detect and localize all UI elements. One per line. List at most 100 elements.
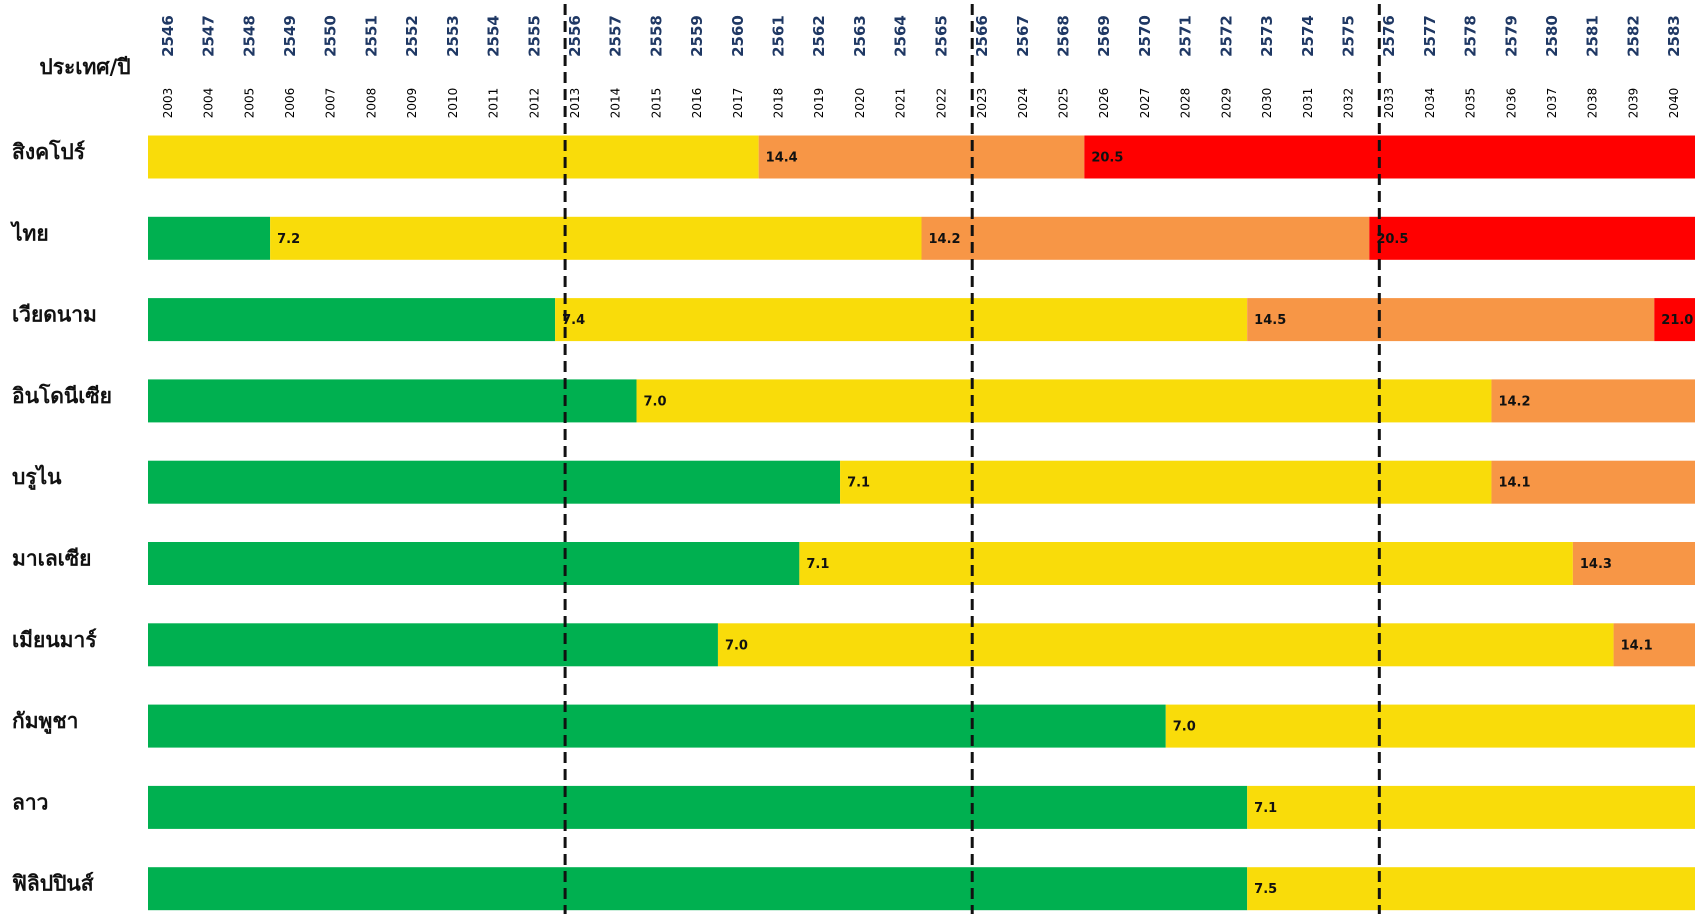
year-ce-label: 2018: [772, 88, 786, 119]
stage-segment: [1491, 379, 1695, 423]
country-label: มาเลเซีย: [12, 547, 91, 571]
year-be-label: 2568: [1054, 15, 1072, 57]
year-be-label: 2548: [240, 15, 258, 57]
country-label: ฟิลิปปินส์: [11, 872, 93, 896]
country-label: กัมพูชา: [12, 709, 78, 735]
year-be-label: 2549: [281, 15, 299, 57]
stage-value-label: 7.1: [1254, 801, 1277, 816]
year-be-label: 2571: [1177, 15, 1195, 57]
stage-segment: [1654, 298, 1695, 342]
stage-segment: [1247, 298, 1655, 342]
stage-segment: [1491, 460, 1695, 504]
year-ce-label: 2027: [1138, 88, 1152, 119]
stage-segment: [148, 704, 1166, 748]
stage-value-label: 7.1: [806, 557, 829, 572]
year-ce-label: 2040: [1667, 88, 1681, 119]
stage-segment: [148, 542, 800, 585]
year-be-label: 2566: [973, 15, 991, 57]
year-ce-label: 2028: [1179, 88, 1193, 119]
stage-segment: [717, 623, 1614, 667]
year-ce-label: 2019: [812, 88, 826, 119]
year-ce-label: 2034: [1423, 88, 1437, 119]
stage-segment: [148, 379, 637, 423]
stage-segment: [555, 298, 1248, 342]
stage-segment: [148, 298, 556, 342]
year-be-label: 2567: [1014, 15, 1032, 57]
stage-segment: [1613, 623, 1695, 667]
stage-segment: [921, 216, 1370, 260]
year-be-label: 2578: [1462, 15, 1480, 57]
country-label: บรูไน: [12, 464, 62, 491]
year-be-label: 2574: [1299, 15, 1317, 57]
year-ce-label: 2011: [487, 88, 501, 119]
year-ce-label: 2010: [446, 88, 460, 119]
year-be-label: 2547: [200, 15, 218, 57]
year-ce-label: 2021: [894, 88, 908, 119]
year-ce-label: 2008: [364, 88, 378, 119]
year-ce-label: 2024: [1016, 88, 1030, 119]
year-ce-label: 2009: [405, 88, 419, 119]
year-be-label: 2560: [729, 15, 747, 57]
year-be-label: 2582: [1624, 15, 1642, 57]
stage-value-label: 7.2: [277, 232, 300, 247]
year-be-label: 2551: [362, 15, 380, 57]
stage-segment: [148, 623, 718, 667]
year-ce-label: 2022: [934, 88, 948, 119]
stage-segment: [148, 785, 1248, 829]
country-label: ลาว: [12, 790, 48, 814]
year-be-label: 2576: [1380, 15, 1398, 57]
year-be-label: 2570: [1136, 15, 1154, 57]
stage-value-label: 7.4: [562, 313, 585, 328]
year-be-label: 2553: [444, 15, 462, 57]
stage-segment: [148, 135, 759, 179]
header-label: ประเทศ/ปี: [39, 55, 130, 79]
year-be-label: 2562: [810, 15, 828, 57]
year-ce-label: 2026: [1097, 88, 1111, 119]
stage-segment: [1165, 704, 1695, 748]
year-be-label: 2564: [892, 15, 910, 57]
stage-segment: [1247, 785, 1695, 829]
year-be-label: 2573: [1258, 15, 1276, 57]
stage-value-label: 20.5: [1091, 151, 1123, 166]
year-ce-label: 2029: [1219, 88, 1233, 119]
year-ce-label: 2033: [1382, 88, 1396, 119]
year-ce-label: 2023: [975, 88, 989, 119]
stage-value-label: 7.1: [847, 476, 870, 491]
year-ce-label: 2015: [649, 88, 663, 119]
year-ce-label: 2003: [161, 88, 175, 119]
stage-segment: [840, 460, 1492, 504]
stage-segment: [758, 135, 1085, 179]
year-be-label: 2575: [1339, 15, 1357, 57]
stage-segment: [636, 379, 1492, 423]
year-ce-label: 2030: [1260, 88, 1274, 119]
stage-value-label: 14.4: [766, 151, 798, 166]
year-be-label: 2555: [525, 15, 543, 57]
year-be-label: 2580: [1543, 15, 1561, 57]
stage-segment: [148, 460, 841, 504]
year-be-label: 2558: [647, 15, 665, 57]
year-ce-label: 2036: [1504, 88, 1518, 119]
year-ce-label: 2025: [1056, 88, 1070, 119]
year-be-label: 2572: [1217, 15, 1235, 57]
stage-segment: [148, 216, 271, 260]
year-ce-label: 2038: [1586, 88, 1600, 119]
year-ce-label: 2016: [690, 88, 704, 119]
stage-value-label: 7.5: [1254, 882, 1277, 897]
year-ce-label: 2020: [853, 88, 867, 119]
stage-value-label: 14.2: [929, 232, 961, 247]
year-be-label: 2583: [1665, 15, 1683, 57]
stage-value-label: 20.5: [1376, 232, 1408, 247]
year-be-label: 2550: [322, 15, 340, 57]
stage-value-label: 7.0: [725, 638, 748, 653]
year-be-label: 2557: [607, 15, 625, 57]
stage-segment: [1572, 542, 1695, 585]
year-be-label: 2559: [688, 15, 706, 57]
year-ce-label: 2039: [1626, 88, 1640, 119]
stage-value-label: 7.0: [1173, 720, 1196, 735]
stage-value-label: 14.5: [1254, 313, 1286, 328]
year-be-label: 2556: [566, 15, 584, 57]
year-be-label: 2554: [485, 15, 503, 57]
stage-segment: [1084, 135, 1695, 179]
stage-value-label: 7.0: [644, 394, 667, 409]
